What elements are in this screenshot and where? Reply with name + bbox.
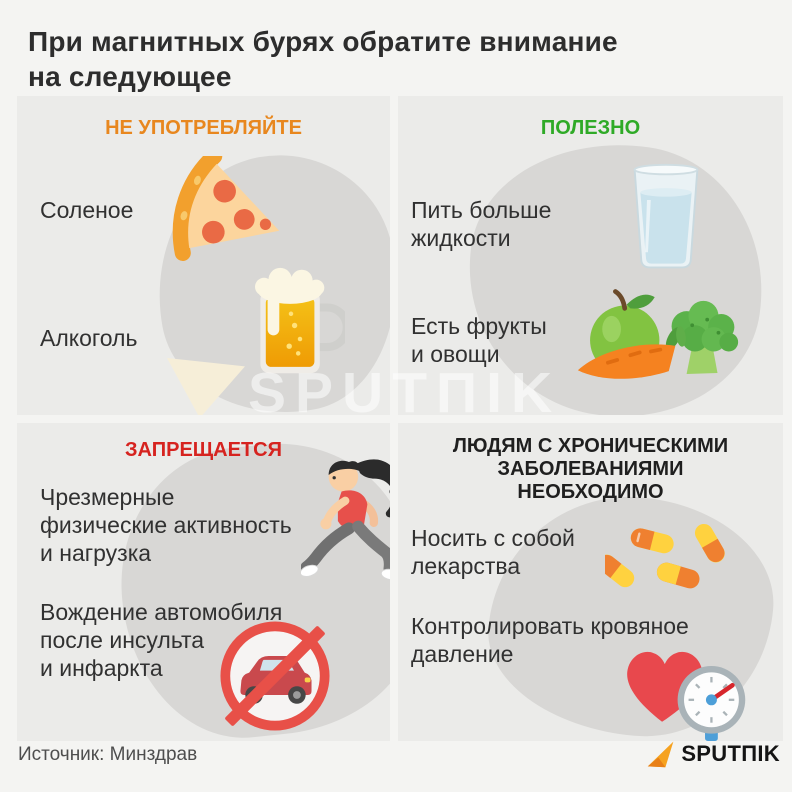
panel-chronic-diseases: ЛЮДЯМ С ХРОНИЧЕСКИМИ ЗАБОЛЕВАНИЯМИ НЕОБХ… [398,423,783,741]
pills-icon [605,515,747,595]
page-title: При магнитных бурях обратите внимание на… [28,26,618,93]
sputnik-logo-icon [648,741,674,768]
panel-header: ЛЮДЯМ С ХРОНИЧЕСКИМИ ЗАБОЛЕВАНИЯМИ НЕОБХ… [452,435,729,504]
item-label-alcohol: Алкоголь [40,325,138,351]
item-label-driving: Вождение автомобиля после инсульта и инф… [40,599,283,682]
item-label-carry-medicines: Носить с собой лекарства [411,525,575,580]
heart-pressure-gauge-icon [620,634,748,741]
panel-do-not-consume: НЕ УПОТРЕБЛЯЙТЕ Соленое Алкоголь [17,96,390,415]
water-glass-icon [628,162,704,271]
quadrant-grid: НЕ УПОТРЕБЛЯЙТЕ Соленое Алкоголь [17,96,783,741]
source-text: Источник: Минздрав [18,744,198,765]
pizza-icon [163,156,295,274]
no-car-icon [219,620,331,732]
sputnik-logo: SPUTΠIK [646,739,780,769]
item-label-drink-liquids: Пить больше жидкости [411,197,552,252]
watermark: SPUTΠIK [248,361,562,425]
sputnik-logo-text: SPUTΠIK [681,741,780,766]
item-label-physical-activity: Чрезмерные физические активность и нагру… [40,484,292,567]
fruits-vegetables-icon [576,284,740,392]
panel-header: ЗАПРЕЩАЕТСЯ [125,439,282,461]
item-label-fruits-vegetables: Есть фрукты и овощи [411,313,547,368]
panel-header: НЕ УПОТРЕБЛЯЙТЕ [105,117,302,139]
item-label-blood-pressure: Контролировать кровяное давление [411,613,689,668]
beer-mug-icon [237,258,345,380]
panel-header: ПОЛЕЗНО [540,117,641,139]
item-label-salty: Соленое [40,197,134,223]
panel-forbidden: ЗАПРЕЩАЕТСЯ Чрезмерные физические активн… [17,423,390,741]
panel-useful: ПОЛЕЗНО Пить больше жидкости Есть фрукты… [398,96,783,415]
runner-icon [301,451,390,585]
